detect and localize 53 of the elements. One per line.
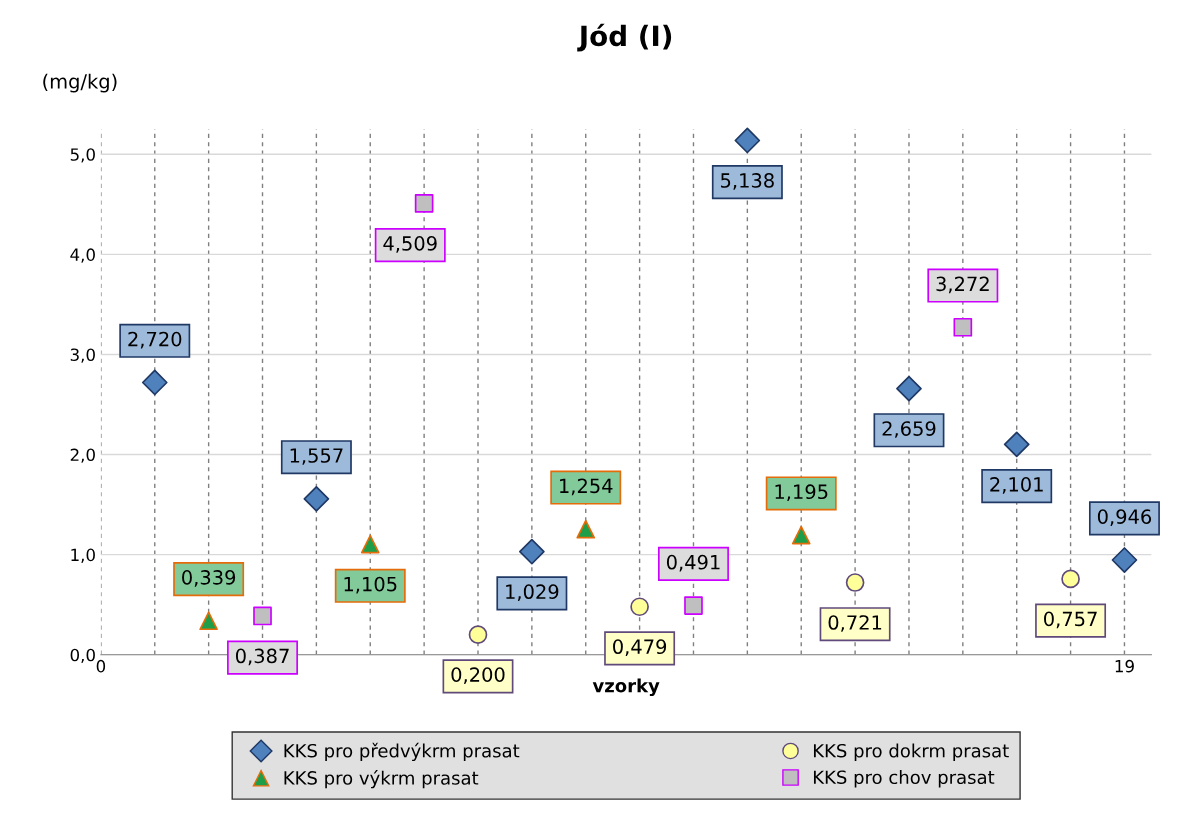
data-label: 0,200 bbox=[451, 667, 505, 684]
chart-title: Jód (I) bbox=[577, 23, 672, 52]
data-label: 0,757 bbox=[1044, 611, 1097, 629]
point bbox=[845, 573, 865, 592]
data-label: 1,029 bbox=[506, 584, 559, 601]
y-tick-label: 0,0 bbox=[70, 648, 95, 663]
point bbox=[468, 625, 488, 645]
y-tick-label: 3,0 bbox=[70, 348, 95, 363]
data-label: 4,509 bbox=[383, 236, 437, 253]
x-tick-label: 0 bbox=[96, 659, 106, 673]
legend-label: KKS pro výkrm prasat bbox=[284, 770, 479, 789]
x-tick-label: 19 bbox=[1115, 659, 1134, 673]
point bbox=[199, 611, 218, 631]
point bbox=[684, 596, 703, 615]
legend-label: KKS pro předvýkrm prasat bbox=[284, 742, 520, 762]
point bbox=[630, 597, 649, 617]
point bbox=[791, 525, 811, 545]
legend-label: KKS pro chov prasat bbox=[813, 770, 995, 788]
x-axis-title: vzorky bbox=[592, 678, 660, 697]
data-label: 0,387 bbox=[235, 648, 289, 666]
point bbox=[253, 606, 272, 626]
data-label: 0,946 bbox=[1097, 509, 1152, 526]
point bbox=[303, 486, 330, 512]
data-label: 0,339 bbox=[182, 570, 236, 587]
point bbox=[360, 534, 380, 554]
point bbox=[896, 375, 922, 402]
data-label: 1,557 bbox=[290, 448, 343, 465]
point bbox=[141, 369, 168, 396]
data-label: 2,720 bbox=[128, 331, 182, 349]
data-label: 1,254 bbox=[560, 478, 613, 496]
data-label: 1,195 bbox=[775, 484, 828, 502]
data-label: 1,105 bbox=[344, 576, 397, 594]
data-label: 0,491 bbox=[666, 554, 720, 572]
y-tick-label: 5,0 bbox=[70, 148, 95, 163]
point bbox=[734, 127, 761, 154]
y-tick-label: 1,0 bbox=[71, 548, 95, 563]
data-label: 3,272 bbox=[936, 276, 989, 294]
y-tick-label: 2,0 bbox=[70, 448, 95, 463]
point bbox=[519, 538, 545, 565]
point bbox=[576, 519, 596, 539]
y-tick-label: 4,0 bbox=[70, 248, 95, 263]
y-axis-title: (mg/kg) bbox=[43, 73, 117, 93]
point bbox=[414, 194, 434, 213]
point bbox=[1111, 547, 1138, 573]
point bbox=[1003, 431, 1030, 458]
data-label: 5,138 bbox=[721, 173, 774, 190]
data-label: 2,101 bbox=[990, 477, 1043, 494]
point bbox=[1061, 569, 1080, 589]
data-label: 2,659 bbox=[882, 421, 936, 438]
legend-label: KKS pro dokrm prasat bbox=[813, 743, 1009, 762]
data-label: 0,721 bbox=[828, 615, 882, 632]
data-label: 0,479 bbox=[613, 639, 667, 657]
point bbox=[953, 317, 973, 337]
